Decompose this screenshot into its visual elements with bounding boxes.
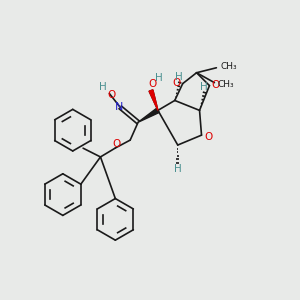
Polygon shape xyxy=(149,90,158,110)
Text: O: O xyxy=(107,89,116,100)
Text: H: H xyxy=(155,73,163,83)
Text: H: H xyxy=(200,82,207,92)
Text: O: O xyxy=(204,132,213,142)
Text: O: O xyxy=(149,79,157,88)
Text: O: O xyxy=(211,80,220,90)
Text: H: H xyxy=(99,82,106,92)
Text: O: O xyxy=(112,139,120,149)
Text: CH₃: CH₃ xyxy=(221,62,238,71)
Polygon shape xyxy=(138,108,159,122)
Text: O: O xyxy=(172,78,181,88)
Text: CH₃: CH₃ xyxy=(218,80,235,89)
Text: H: H xyxy=(175,72,183,82)
Text: H: H xyxy=(174,164,182,174)
Text: N: N xyxy=(115,102,124,112)
Polygon shape xyxy=(149,90,158,110)
